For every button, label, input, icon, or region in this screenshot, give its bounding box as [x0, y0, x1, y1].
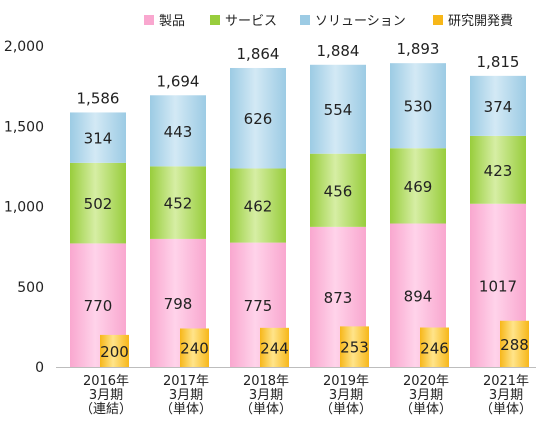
bar-segment-2 — [150, 95, 206, 167]
legend-swatch — [144, 15, 154, 25]
bar-value-label: 423 — [484, 162, 513, 180]
side-bar — [180, 328, 209, 367]
bar-value-label: 626 — [244, 110, 273, 128]
x-tick-label: 3月期 — [329, 388, 363, 403]
legend-label: ソリューション — [315, 14, 406, 29]
bar-value-label: 374 — [484, 98, 513, 116]
bar-segment-2 — [70, 112, 126, 163]
bar-value-label: 873 — [324, 289, 353, 307]
bar-total-label: 1,893 — [397, 40, 440, 58]
bar-segment-2 — [230, 67, 286, 169]
bar-segment-2 — [470, 75, 526, 136]
side-bar-value-label: 244 — [260, 339, 289, 357]
bar-segment-2 — [390, 63, 446, 149]
x-tick-label: 3月期 — [489, 388, 523, 403]
bar-total-label: 1,864 — [237, 45, 280, 63]
bar-segment-2 — [310, 64, 366, 154]
side-bar-value-label: 288 — [500, 336, 529, 354]
side-bar-value-label: 200 — [100, 343, 129, 361]
side-bar — [340, 326, 369, 367]
x-tick-label: （単体） — [400, 401, 452, 417]
bar-value-label: 894 — [404, 287, 433, 305]
x-tick-label: （単体） — [240, 401, 292, 417]
bar-value-label: 452 — [164, 195, 193, 213]
bar-value-label: 462 — [244, 198, 273, 216]
bar-value-label: 530 — [404, 98, 433, 116]
x-tick-label: 2018年 — [243, 374, 289, 389]
x-tick-label: 2021年 — [483, 374, 529, 389]
bar-segment-1 — [150, 166, 206, 239]
x-tick-label: （単体） — [160, 401, 212, 417]
x-tick-label: 2020年 — [403, 374, 449, 389]
bar-value-label: 554 — [324, 101, 353, 119]
legend-label: 製品 — [159, 14, 185, 29]
x-tick-label: 3月期 — [409, 388, 443, 403]
legend-swatch — [210, 15, 220, 25]
bar-value-label: 798 — [164, 295, 193, 313]
legend-swatch — [433, 15, 443, 25]
side-bar — [100, 334, 129, 367]
bar-segment-1 — [470, 135, 526, 204]
bar-value-label: 443 — [164, 123, 193, 141]
bar-value-label: 502 — [84, 195, 113, 213]
bar-segment-1 — [390, 148, 446, 224]
x-tick-label: 3月期 — [169, 388, 203, 403]
legend-swatch — [300, 15, 310, 25]
x-tick-label: 2019年 — [323, 374, 369, 389]
x-tick-label: （単体） — [320, 401, 372, 417]
bar-value-label: 1017 — [479, 277, 517, 295]
bar-value-label: 770 — [84, 297, 113, 315]
side-bar — [420, 327, 449, 367]
bar-total-label: 1,586 — [77, 89, 120, 107]
x-tick-label: （単体） — [480, 401, 532, 417]
side-bar — [500, 320, 529, 367]
x-tick-label: （連結） — [80, 402, 132, 417]
bar-segment-1 — [70, 162, 126, 244]
y-tick-label: 500 — [17, 280, 44, 296]
bar-total-label: 1,694 — [157, 72, 200, 90]
bar-total-label: 1,815 — [477, 53, 520, 71]
bar-total-label: 1,884 — [317, 42, 360, 60]
y-tick-label: 0 — [35, 360, 44, 376]
bar-segment-1 — [230, 168, 286, 243]
x-tick-label: 3月期 — [249, 388, 283, 403]
y-tick-label: 2,000 — [4, 39, 44, 55]
side-bar-value-label: 246 — [420, 339, 449, 357]
bar-value-label: 314 — [84, 130, 113, 148]
side-bar-value-label: 240 — [180, 340, 209, 358]
legend-label: 研究開発費 — [448, 14, 513, 29]
x-tick-label: 2017年 — [163, 374, 209, 389]
y-tick-label: 1,500 — [4, 119, 44, 135]
legend-label: サービス — [225, 14, 277, 29]
y-tick-label: 1,000 — [4, 200, 44, 216]
bar-value-label: 456 — [324, 182, 353, 200]
x-tick-label: 2016年 — [83, 374, 129, 389]
bar-segment-1 — [310, 153, 366, 227]
x-tick-label: 3月期 — [89, 388, 123, 403]
side-bar-value-label: 253 — [340, 339, 369, 357]
bar-value-label: 469 — [404, 178, 433, 196]
bar-value-label: 775 — [244, 297, 273, 315]
side-bar — [260, 327, 289, 367]
